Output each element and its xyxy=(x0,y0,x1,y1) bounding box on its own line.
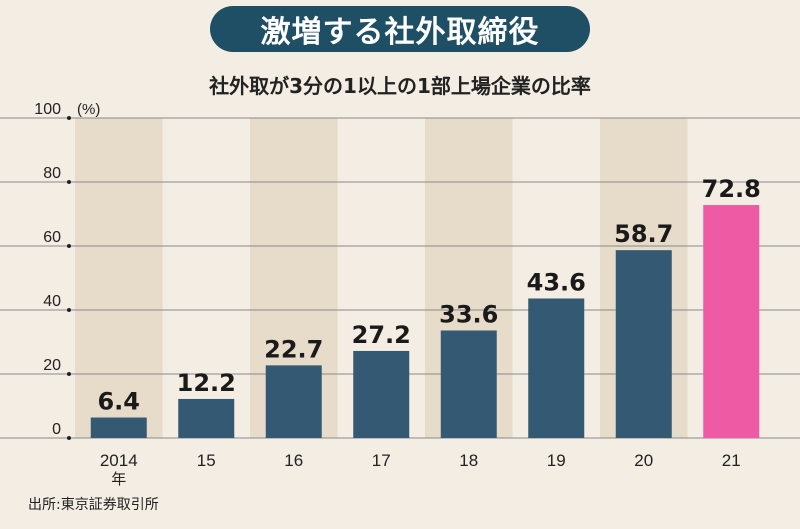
x-tick-label: 21 xyxy=(722,451,741,470)
tick-dot xyxy=(67,116,71,120)
data-label: 27.2 xyxy=(352,321,411,349)
x-tick-label: 19 xyxy=(547,451,566,470)
data-label: 43.6 xyxy=(527,268,586,296)
data-label: 6.4 xyxy=(97,388,140,416)
bar xyxy=(528,298,585,438)
x-tick-unit: 年 xyxy=(111,470,126,488)
x-tick-label: 20 xyxy=(634,451,653,470)
y-tick-label: 0 xyxy=(52,421,61,438)
y-unit-label: (%) xyxy=(77,101,100,118)
data-label: 72.8 xyxy=(702,175,761,203)
y-tick-label: 20 xyxy=(43,357,61,374)
tick-dot xyxy=(67,180,71,184)
y-tick-label: 60 xyxy=(43,229,61,246)
bar xyxy=(178,398,235,438)
tick-dot xyxy=(67,436,71,440)
chart-title: 激増する社外取締役 xyxy=(210,6,590,52)
data-label: 12.2 xyxy=(177,369,236,397)
data-label: 33.6 xyxy=(439,300,498,328)
tick-dot xyxy=(67,244,71,248)
bar xyxy=(90,417,147,438)
background-band xyxy=(75,118,163,438)
bar xyxy=(353,350,410,438)
tick-dot xyxy=(67,308,71,312)
chart-subtitle: 社外取が3分の1以上の1部上場企業の比率 xyxy=(209,74,591,98)
x-tick-label: 15 xyxy=(197,451,216,470)
x-tick-label: 16 xyxy=(284,451,303,470)
y-tick-label: 40 xyxy=(43,293,61,310)
data-label: 22.7 xyxy=(264,335,323,363)
bar xyxy=(440,330,497,438)
tick-dot xyxy=(67,372,71,376)
x-tick-label: 2014 xyxy=(100,451,138,470)
bar xyxy=(703,205,760,438)
source-note: 出所:東京証券取引所 xyxy=(28,497,159,513)
y-tick-label: 80 xyxy=(43,165,61,182)
bar xyxy=(615,250,672,438)
bar xyxy=(265,365,322,438)
x-tick-label: 18 xyxy=(459,451,478,470)
data-label: 58.7 xyxy=(614,220,673,248)
x-tick-label: 17 xyxy=(372,451,391,470)
y-tick-label: 100 xyxy=(34,101,61,118)
